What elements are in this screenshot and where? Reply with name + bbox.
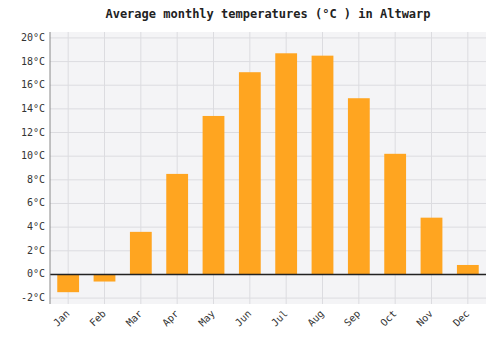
x-grid-line (68, 32, 69, 304)
x-tick-label: Feb (87, 308, 108, 329)
grid (50, 32, 486, 304)
bar (239, 72, 261, 274)
y-axis-line (50, 32, 51, 304)
x-tick-label: Oct (378, 308, 399, 329)
bar (94, 274, 116, 281)
x-tick-label: Jun (233, 308, 254, 329)
bar (348, 98, 370, 274)
x-tick-label: Sep (342, 308, 363, 329)
y-tick-label: 10°C (21, 150, 45, 161)
bar (166, 174, 188, 275)
plot-area (50, 32, 486, 304)
y-grid-line (50, 298, 486, 299)
baseline (50, 274, 486, 276)
bar (130, 232, 152, 275)
chart: -2°C 0°C 2°C 4°C 6°C 8°C 10°C 12°C 14°C 16°C 18°C 2… (0, 0, 500, 350)
y-tick-label: 6°C (27, 197, 45, 208)
title: Average monthly temperatures (°C ) in Al… (105, 7, 430, 21)
y-grid-line (50, 61, 486, 62)
x-tick-label: Jul (269, 308, 290, 329)
y-grid-line (50, 37, 486, 38)
y-grid-line (50, 203, 486, 204)
x-tick-label: Nov (414, 308, 435, 329)
y-grid-line (50, 156, 486, 157)
bar (57, 274, 79, 292)
bar (384, 154, 406, 275)
x-tick-label: May (196, 308, 217, 329)
x-grid-line (467, 32, 468, 304)
y-tick-label: 2°C (27, 245, 45, 256)
y-tick-label: 18°C (21, 56, 45, 67)
x-tick-label: Apr (160, 308, 181, 329)
y-tick-label: 12°C (21, 127, 45, 138)
bars (50, 53, 486, 292)
y-tick-label: 0°C (27, 268, 45, 279)
bar (421, 218, 443, 275)
bar (275, 53, 297, 274)
x-tick-label: Jan (51, 308, 72, 329)
x-grid-line (104, 32, 105, 304)
y-grid-line (50, 274, 486, 275)
y-grid-line (50, 108, 486, 109)
bar (457, 265, 479, 274)
y-tick-label: 4°C (27, 221, 45, 232)
y-tick-label: 16°C (21, 79, 45, 90)
y-grid-line (50, 132, 486, 133)
y-tick-label: -2°C (21, 292, 45, 303)
y-grid-line (50, 85, 486, 86)
y-tick-label: 14°C (21, 103, 45, 114)
bar (312, 56, 334, 275)
x-tick-label: Mar (124, 308, 145, 329)
y-tick-label: 20°C (21, 32, 45, 43)
x-tick-label: Aug (305, 308, 326, 329)
y-grid-line (50, 179, 486, 180)
y-tick-label: 8°C (27, 174, 45, 185)
bar (203, 116, 225, 274)
x-tick-label: Dec (451, 308, 472, 329)
